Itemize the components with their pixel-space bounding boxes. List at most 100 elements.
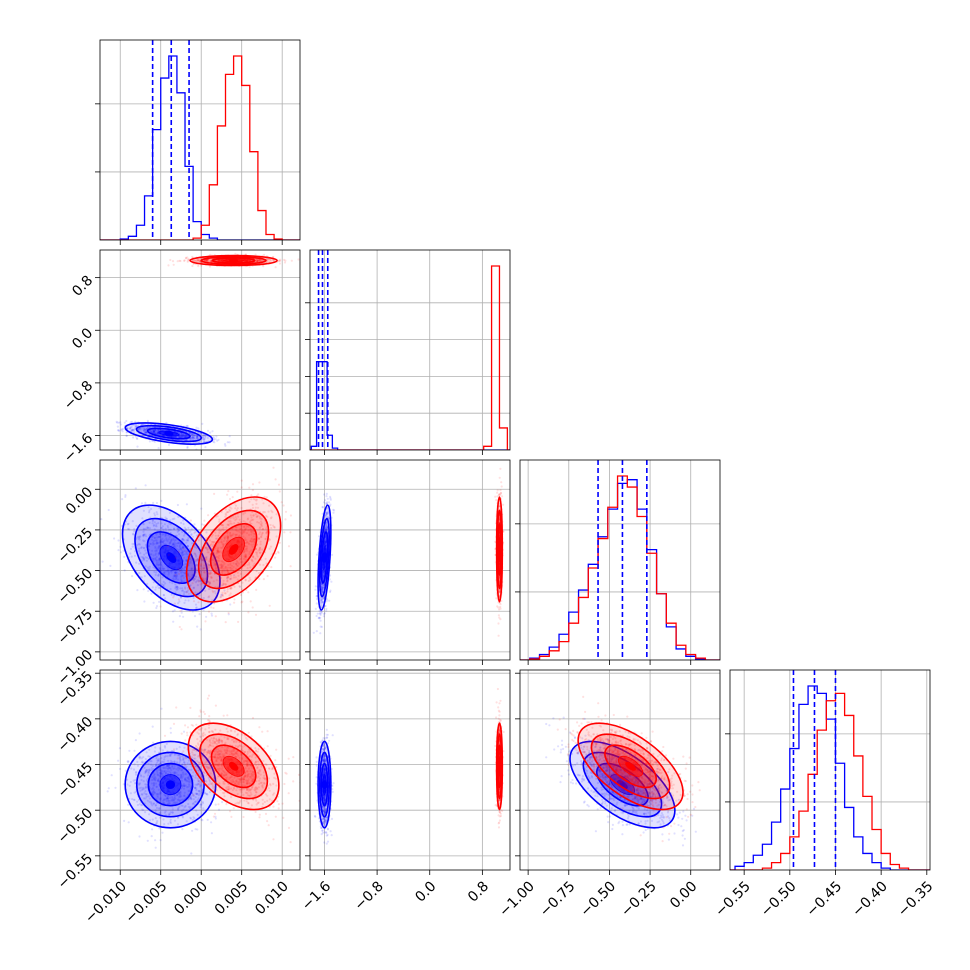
scatter-point-blue xyxy=(155,501,158,505)
scatter-point-blue xyxy=(213,441,216,444)
scatter-point-blue xyxy=(210,614,214,617)
scatter-point-blue xyxy=(166,569,169,572)
scatter-point-red xyxy=(244,554,247,557)
scatter-point-red xyxy=(207,565,210,568)
scatter-point-red xyxy=(172,263,175,266)
scatter-point-blue xyxy=(175,585,178,588)
scatter-point-red xyxy=(199,567,202,570)
scatter-point-blue xyxy=(153,557,156,560)
scatter-point-red xyxy=(187,589,190,592)
scatter-point-blue xyxy=(155,549,158,553)
scatter-point-red xyxy=(229,531,232,535)
scatter-point-blue xyxy=(117,429,120,432)
scatter-point-red xyxy=(259,520,263,523)
scatter-point-blue xyxy=(204,434,207,437)
scatter-point-blue xyxy=(186,446,189,449)
scatter-point-red xyxy=(216,515,219,518)
scatter-point-blue xyxy=(176,571,179,574)
scatter-point-red xyxy=(249,578,252,581)
scatter-point-red xyxy=(222,582,225,585)
scatter-point-blue xyxy=(187,574,190,577)
scatter-point-blue xyxy=(323,493,326,496)
scatter-point-blue xyxy=(320,588,323,591)
scatter-point-blue xyxy=(208,563,211,566)
scatter-point-red xyxy=(199,583,202,586)
scatter-point-blue xyxy=(193,545,197,549)
scatter-point-red xyxy=(256,259,259,262)
scatter-point-blue xyxy=(321,571,325,575)
scatter-point-red xyxy=(258,577,261,581)
scatter-point-blue xyxy=(191,433,194,436)
scatter-point-red xyxy=(220,541,223,544)
scatter-point-blue xyxy=(160,526,163,530)
scatter-point-blue xyxy=(157,574,160,577)
scatter-point-red xyxy=(234,252,237,255)
scatter-point-red xyxy=(227,490,230,493)
scatter-point-red xyxy=(275,535,278,538)
scatter-point-blue xyxy=(180,552,183,555)
scatter-point-blue xyxy=(135,425,138,428)
scatter-point-blue xyxy=(322,501,326,504)
scatter-point-blue xyxy=(193,578,196,581)
scatter-point-red xyxy=(230,516,233,519)
scatter-point-red xyxy=(227,575,230,579)
scatter-point-blue xyxy=(205,615,208,618)
scatter-point-blue xyxy=(165,517,168,520)
scatter-point-red xyxy=(263,510,266,514)
scatter-point-blue xyxy=(326,512,329,515)
scatter-point-red xyxy=(239,557,242,560)
scatter-point-blue xyxy=(191,574,194,577)
scatter-point-blue xyxy=(140,546,143,549)
scatter-point-blue xyxy=(139,535,142,538)
scatter-point-blue xyxy=(152,430,155,433)
scatter-point-red xyxy=(270,259,273,262)
scatter-point-red xyxy=(223,592,226,595)
scatter-point-blue xyxy=(174,587,177,590)
scatter-point-blue xyxy=(132,431,135,434)
scatter-point-blue xyxy=(142,588,145,591)
scatter-point-blue xyxy=(220,593,224,596)
scatter-point-red xyxy=(248,576,251,580)
scatter-point-blue xyxy=(324,543,327,546)
scatter-point-blue xyxy=(322,583,325,586)
scatter-point-blue xyxy=(155,430,158,433)
scatter-point-red xyxy=(212,552,215,556)
scatter-point-red xyxy=(223,536,226,539)
scatter-point-blue xyxy=(325,600,328,603)
scatter-point-blue xyxy=(180,434,183,437)
scatter-point-red xyxy=(256,260,259,263)
scatter-point-red xyxy=(237,562,241,565)
scatter-point-blue xyxy=(144,543,147,547)
scatter-point-blue xyxy=(179,548,182,551)
scatter-point-red xyxy=(242,531,245,534)
scatter-point-red xyxy=(204,259,207,262)
scatter-point-red xyxy=(251,518,254,522)
scatter-point-blue xyxy=(183,590,186,594)
scatter-point-blue xyxy=(320,586,323,589)
panel-frame xyxy=(519,459,721,661)
scatter-point-red xyxy=(272,259,275,262)
scatter-point-blue xyxy=(181,537,184,541)
scatter-point-blue xyxy=(155,605,159,608)
scatter-point-red xyxy=(215,579,218,582)
scatter-point-red xyxy=(229,592,232,595)
scatter-point-blue xyxy=(141,429,144,432)
scatter-point-red xyxy=(206,548,209,552)
scatter-point-blue xyxy=(156,536,159,539)
scatter-point-red xyxy=(211,540,214,544)
scatter-point-red xyxy=(207,583,211,586)
scatter-point-red xyxy=(257,259,260,262)
scatter-point-blue xyxy=(183,601,186,605)
scatter-point-blue xyxy=(184,527,187,531)
scatter-point-red xyxy=(212,559,215,562)
scatter-point-blue xyxy=(204,556,208,559)
scatter-point-red xyxy=(228,497,232,501)
scatter-point-blue xyxy=(322,575,325,579)
scatter-point-blue xyxy=(194,591,197,594)
scatter-point-red xyxy=(247,259,250,262)
scatter-point-red xyxy=(212,606,215,610)
scatter-point-blue xyxy=(184,572,187,575)
scatter-point-red xyxy=(248,259,252,262)
scatter-point-red xyxy=(223,562,226,565)
scatter-point-red xyxy=(258,521,261,524)
